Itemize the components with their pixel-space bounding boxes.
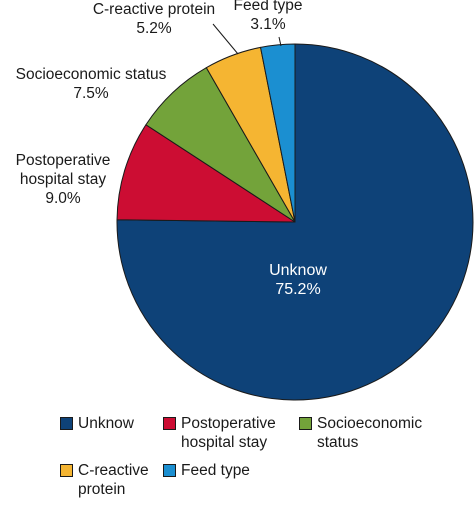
legend-swatch: [163, 417, 176, 430]
leader-line-c-reactive-protein: [212, 23, 239, 55]
legend-swatch: [60, 464, 73, 477]
slice-label-feed-type: Feed type 3.1%: [234, 0, 303, 33]
legend-swatch: [299, 417, 312, 430]
slice-label-socioeconomic-status: Socioeconomic status 7.5%: [16, 66, 167, 102]
slice-label-unknow: Unknow 75.2%: [269, 262, 327, 298]
pie-slice-postoperative-hospital-stay: [116, 124, 296, 223]
legend-item-feed-type: Feed type: [163, 461, 250, 480]
legend-label: Postoperative hospital stay: [181, 415, 276, 451]
pie-slices: [116, 43, 474, 401]
legend-label: Socioeconomic status: [317, 415, 423, 451]
pie-slice-unknow: [116, 43, 474, 401]
legend-swatch: [163, 464, 176, 477]
legend-item-c-reactive-protein: C-reactive protein: [60, 461, 149, 499]
legend-item-unknow: Unknow: [60, 414, 134, 433]
legend-item-socioeconomic-status: Socioeconomic status: [299, 414, 422, 452]
legend-label: C-reactive protein: [78, 462, 149, 498]
slice-labels: Unknow 75.2% Postoperative hospital stay 9.0…: [16, 0, 328, 298]
pie-slice-feed-type: [260, 43, 296, 223]
legend-label: Unknow: [78, 415, 134, 432]
leader-lines: [212, 23, 282, 55]
leader-line-feed-type: [278, 36, 282, 47]
legend-label: Feed type: [181, 462, 250, 479]
legend-item-postoperative-hospital-stay: Postoperative hospital stay: [163, 414, 276, 452]
slice-label-c-reactive-protein: C-reactive protein 5.2%: [93, 1, 215, 37]
slice-label-postoperative-hospital-stay: Postoperative hospital stay 9.0%: [16, 152, 111, 207]
legend-swatch: [60, 417, 73, 430]
